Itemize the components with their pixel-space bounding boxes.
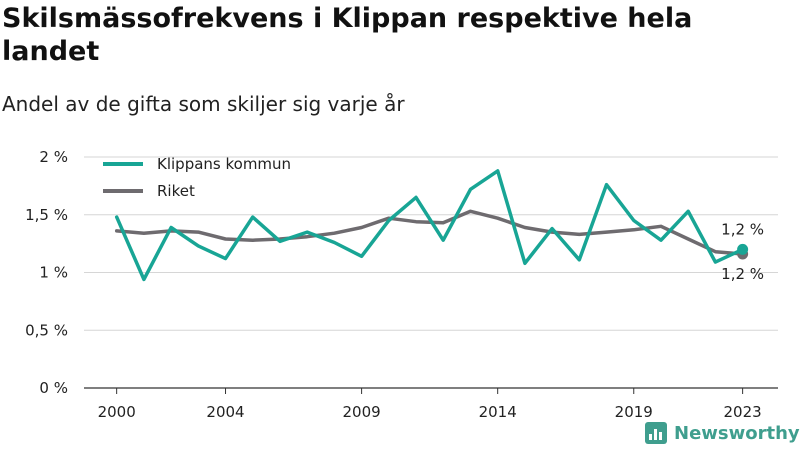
x-tick-label: 2023 <box>724 403 762 421</box>
end-label-riket: 1,2 % <box>721 265 764 283</box>
y-tick-label: 0,5 % <box>25 321 68 339</box>
y-tick-label: 1,5 % <box>25 206 68 224</box>
series-line-klippan <box>114 169 745 282</box>
y-tick-label: 1 % <box>39 264 68 282</box>
x-tick-label: 2000 <box>98 403 136 421</box>
brand-logo: Newsworthy <box>645 420 800 446</box>
legend-label: Riket <box>157 182 195 200</box>
chart-subtitle: Andel av de gifta som skiljer sig varje … <box>2 92 405 116</box>
newsworthy-logo-icon <box>645 422 667 444</box>
end-label-klippan: 1,2 % <box>721 220 764 238</box>
series-line-riket <box>114 209 745 256</box>
x-tick-label: 2009 <box>343 403 381 421</box>
x-tick-label: 2014 <box>479 403 517 421</box>
y-tick-label: 0 % <box>39 379 68 397</box>
x-tick-label: 2004 <box>206 403 244 421</box>
legend-label: Klippans kommun <box>157 155 291 173</box>
brand-name: Newsworthy <box>674 422 800 444</box>
y-tick-label: 2 % <box>39 148 68 166</box>
x-tick-label: 2019 <box>615 403 653 421</box>
end-point-klippan <box>737 243 749 255</box>
chart-title: Skilsmässofrekvens i Klippan respektive … <box>2 3 693 67</box>
